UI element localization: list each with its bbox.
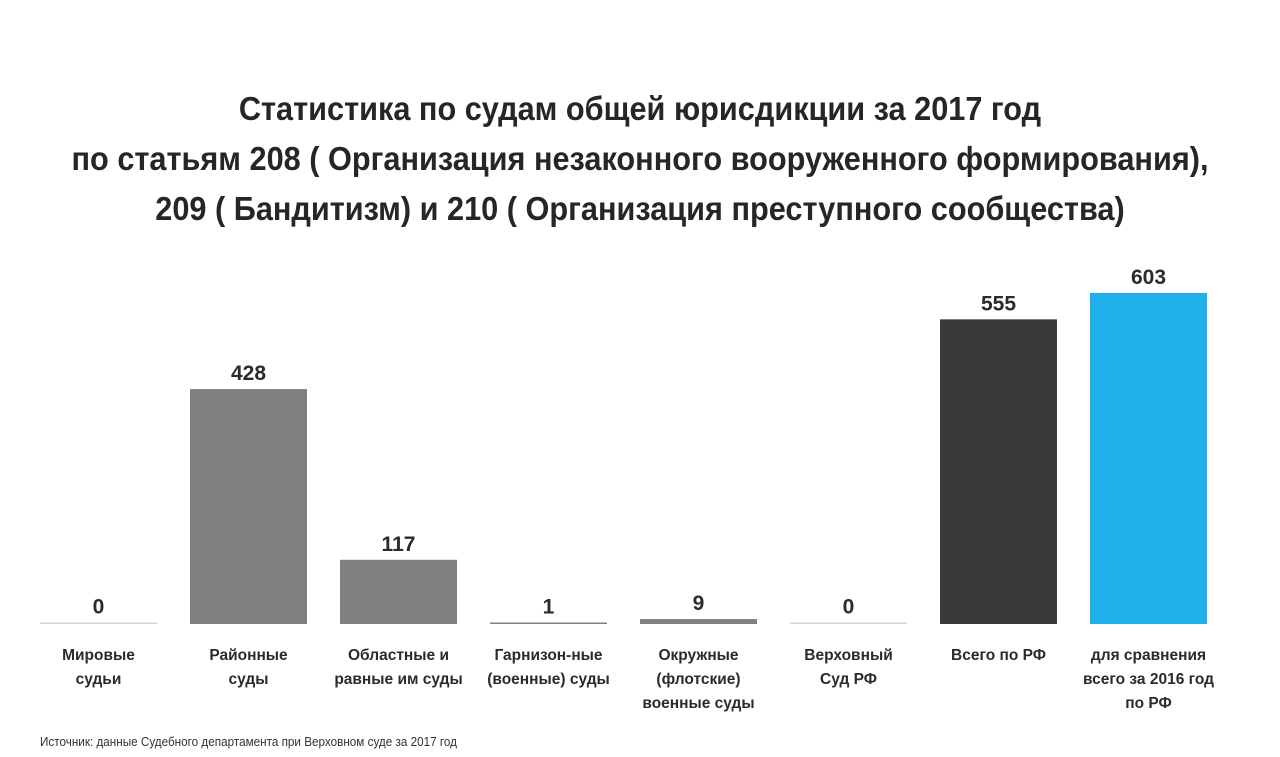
bar-4 bbox=[640, 619, 757, 624]
category-label-1: Районные суды bbox=[209, 647, 288, 688]
chart-title-line-2: по статьям 208 ( Организация незаконного… bbox=[71, 140, 1209, 177]
bar-6 bbox=[940, 319, 1057, 624]
category-label-5: Верховный Суд РФ bbox=[804, 647, 892, 688]
source-note: Источник: данные Судебного департамента … bbox=[40, 734, 457, 749]
category-label-7: для сравнения всего за 2016 год по РФ bbox=[1083, 647, 1214, 712]
chart-title-line-1: Статистика по судам общей юрисдикции за … bbox=[238, 90, 1042, 127]
bar-5 bbox=[790, 622, 907, 624]
value-label-2: 117 bbox=[382, 533, 416, 556]
category-label-0: Мировые судьи bbox=[62, 647, 135, 688]
value-label-4: 9 bbox=[693, 592, 705, 615]
bar-2 bbox=[340, 559, 457, 624]
bar-3 bbox=[490, 622, 607, 624]
value-label-0: 0 bbox=[93, 596, 105, 619]
category-label-3: Гарнизон-ные (военные) суды bbox=[487, 647, 610, 688]
value-label-6: 555 bbox=[981, 292, 1016, 315]
category-label-2: Областные и равные им суды bbox=[334, 647, 462, 688]
chart-title-line-3: 209 ( Бандитизм) и 210 ( Организация пре… bbox=[155, 190, 1125, 227]
value-label-7: 603 bbox=[1131, 266, 1166, 289]
bar-0 bbox=[40, 622, 157, 624]
chart-title: Статистика по судам общей юрисдикции за … bbox=[45, 84, 1235, 234]
category-label-4: Окружные (флотские) военные суды bbox=[642, 647, 754, 712]
value-label-5: 0 bbox=[843, 596, 855, 619]
value-label-1: 428 bbox=[231, 362, 266, 385]
bar-1 bbox=[190, 389, 307, 624]
category-label-6: Всего по РФ bbox=[951, 647, 1046, 664]
bar-7 bbox=[1090, 293, 1207, 624]
value-label-3: 1 bbox=[543, 596, 555, 619]
